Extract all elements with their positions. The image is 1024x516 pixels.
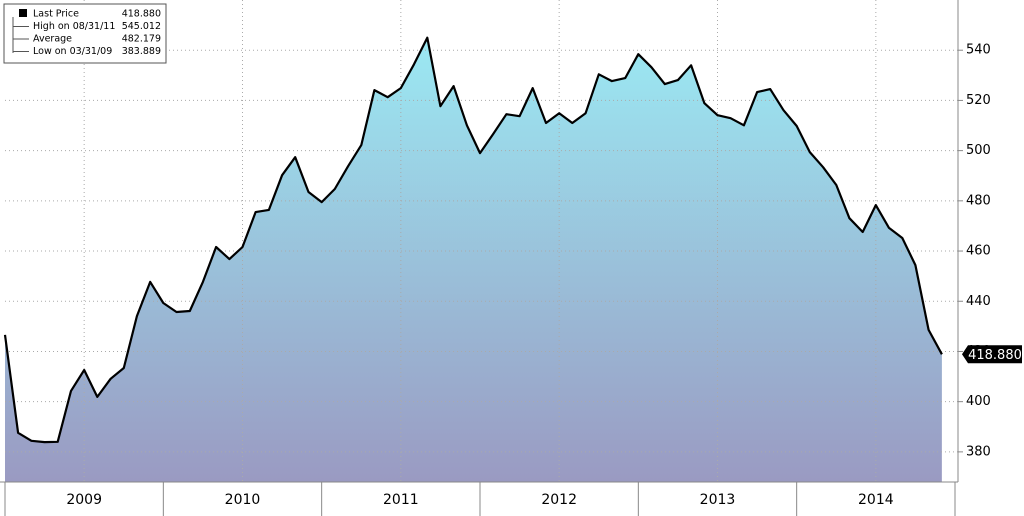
y-tick-label: 380 [966, 444, 991, 459]
legend-swatch [19, 9, 27, 17]
legend: Last Price 418.880 High on 08/31/11 545.012… [3, 3, 167, 64]
y-tick-label: 460 [966, 244, 991, 259]
legend-label: Last Price [33, 9, 79, 20]
x-tick-label: 2009 [66, 492, 102, 508]
last-price-label: 418.880 [968, 348, 1022, 363]
legend-value: 482.179 [122, 34, 161, 45]
legend-value: 545.012 [122, 21, 161, 32]
x-tick-label: 2012 [541, 492, 577, 508]
area [5, 37, 942, 482]
y-tick-label: 440 [966, 294, 991, 309]
x-tick-label: 2011 [383, 492, 419, 508]
last-price-tag [962, 345, 1022, 364]
legend-box [3, 3, 167, 64]
y-tick-label: 540 [966, 43, 991, 58]
x-tick-label: 2013 [700, 492, 736, 508]
y-tick-label: 480 [966, 193, 991, 208]
legend-value: 418.880 [122, 9, 161, 20]
x-tick-label: 2014 [858, 492, 894, 508]
y-tick-label: 520 [966, 93, 991, 108]
y-tick-label: 400 [966, 394, 991, 409]
legend-label: High on 08/31/11 [33, 21, 115, 32]
price-line [3, 36, 943, 444]
y-tick-label: 500 [966, 143, 991, 158]
x-tick-label: 2010 [225, 492, 261, 508]
legend-label: Low on 03/31/09 [33, 46, 112, 57]
legend-label: Average [33, 34, 72, 45]
legend-value: 383.889 [122, 46, 161, 57]
